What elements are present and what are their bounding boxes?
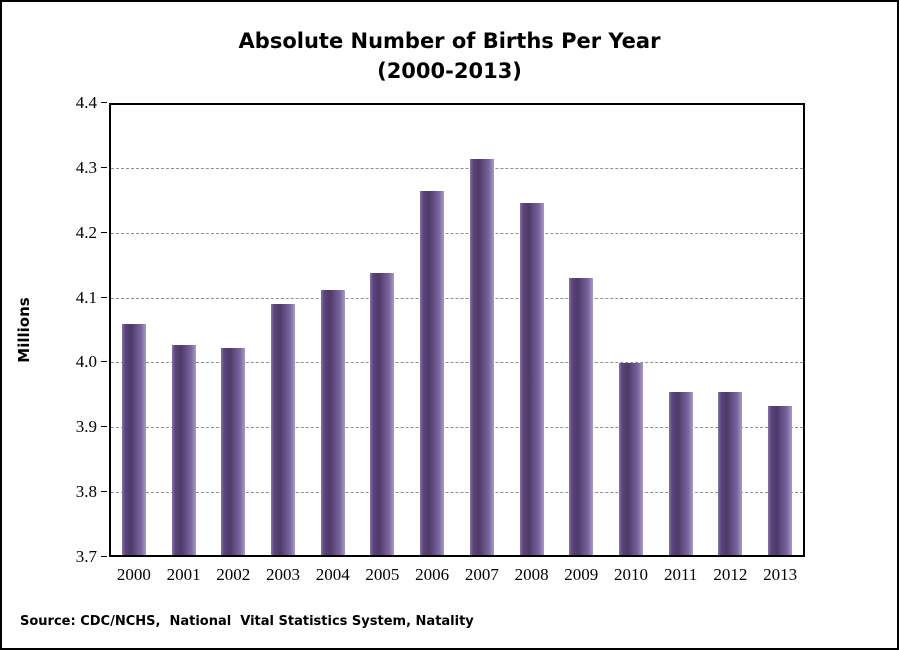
x-tick-label-2003: 2003 bbox=[266, 565, 300, 584]
bar-2006 bbox=[420, 191, 445, 555]
bar-2013 bbox=[768, 405, 793, 555]
gridline-4.2 bbox=[111, 232, 803, 234]
bar-2012 bbox=[718, 392, 743, 555]
chart-title: Absolute Number of Births Per Year (2000… bbox=[2, 26, 897, 86]
x-tick-label-2002: 2002 bbox=[216, 565, 251, 584]
y-tick-mark-4.1 bbox=[101, 296, 107, 298]
x-tick-label-2006: 2006 bbox=[415, 565, 450, 584]
bar-2007 bbox=[469, 159, 494, 555]
bar-2000 bbox=[121, 324, 146, 555]
y-tick-label-4.1: 4.1 bbox=[75, 287, 97, 307]
y-tick-mark-4.2 bbox=[101, 231, 107, 233]
bar-2011 bbox=[668, 391, 693, 555]
chart-title-line2: (2000-2013) bbox=[377, 59, 522, 83]
y-tick-label-4.3: 4.3 bbox=[75, 157, 97, 177]
y-tick-label-3.7: 3.7 bbox=[75, 547, 97, 566]
bar-2004 bbox=[320, 290, 345, 555]
x-tick-label-2004: 2004 bbox=[315, 565, 350, 584]
y-tick-label-3.8: 3.8 bbox=[75, 482, 97, 502]
bar-2003 bbox=[271, 304, 295, 555]
x-tick-label-2009: 2009 bbox=[564, 565, 599, 584]
x-tick-label-2007: 2007 bbox=[464, 565, 499, 584]
x-tick-label-2012: 2012 bbox=[713, 565, 748, 584]
plot-area bbox=[109, 103, 805, 557]
bar-2002 bbox=[221, 348, 246, 555]
bar-2009 bbox=[569, 277, 594, 555]
y-tick-label-4.0: 4.0 bbox=[75, 352, 97, 372]
x-tick-label-2013: 2013 bbox=[763, 565, 798, 584]
y-axis-title: Millions bbox=[15, 297, 33, 363]
y-tick-label-3.9: 3.9 bbox=[75, 417, 97, 437]
gridline-3.9 bbox=[111, 427, 803, 429]
gridline-3.8 bbox=[111, 492, 803, 494]
x-tick-label-2008: 2008 bbox=[514, 565, 549, 584]
y-tick-mark-4.4 bbox=[101, 102, 107, 103]
x-tick-label-2000: 2000 bbox=[116, 565, 151, 584]
y-tick-label-4.4: 4.4 bbox=[75, 93, 97, 112]
gridline-4.0 bbox=[111, 362, 803, 364]
source-note: Source: CDC/NCHS, National Vital Statist… bbox=[20, 614, 474, 629]
x-tick-label-2011: 2011 bbox=[664, 565, 698, 584]
gridline-4.3 bbox=[111, 167, 803, 169]
bar-2008 bbox=[519, 202, 544, 555]
y-tick-mark-4.3 bbox=[101, 166, 107, 168]
gridline-4.1 bbox=[111, 297, 803, 299]
bar-2001 bbox=[171, 345, 196, 555]
x-tick-label-2010: 2010 bbox=[614, 565, 648, 584]
bar-2005 bbox=[370, 273, 395, 555]
y-tick-mark-3.9 bbox=[101, 426, 107, 428]
y-tick-mark-3.7 bbox=[101, 556, 107, 557]
y-tick-mark-4.0 bbox=[101, 361, 107, 363]
y-tick-label-4.2: 4.2 bbox=[75, 222, 97, 242]
x-tick-label-2005: 2005 bbox=[365, 565, 400, 584]
bar-2010 bbox=[619, 362, 643, 555]
chart-title-line1: Absolute Number of Births Per Year bbox=[238, 29, 661, 53]
y-tick-mark-3.8 bbox=[101, 491, 107, 493]
x-tick-label-2001: 2001 bbox=[166, 565, 201, 584]
